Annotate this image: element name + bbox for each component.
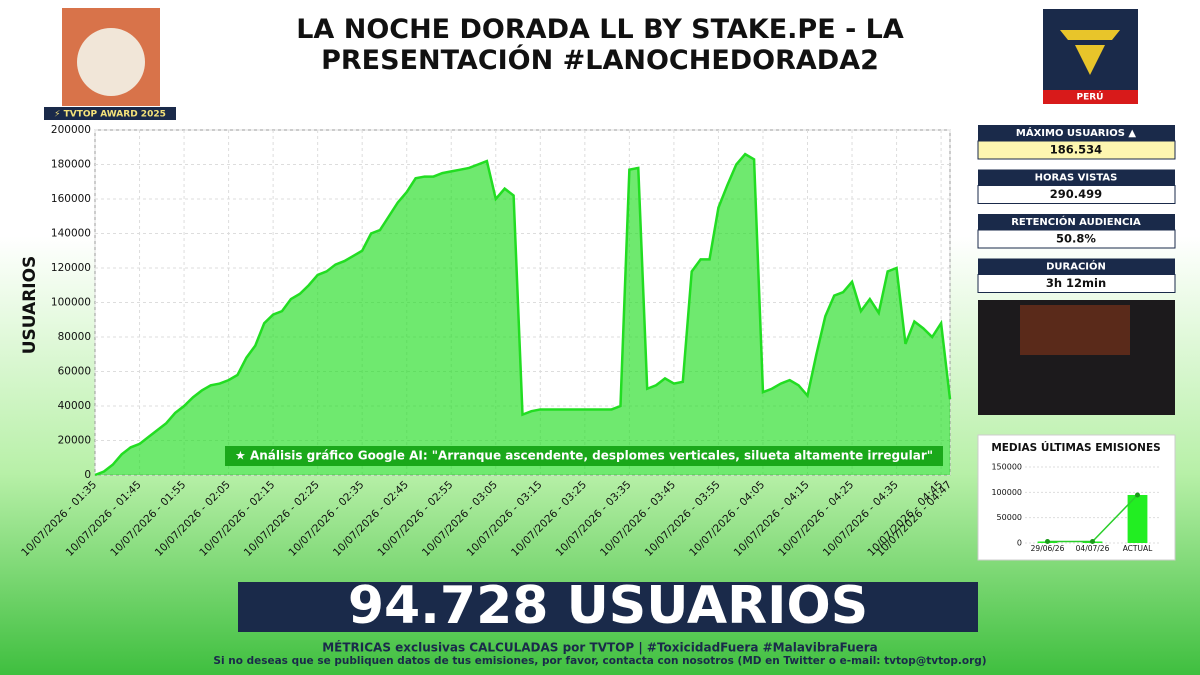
mini-chart-title: MEDIAS ÚLTIMAS EMISIONES (991, 441, 1160, 454)
y-tick-label: 100000 (51, 297, 91, 309)
stat-label-bg (978, 258, 1175, 275)
stat-label: MÁXIMO USUARIOS ▲ (1016, 126, 1137, 139)
stat-value: 186.534 (1050, 143, 1102, 157)
x-tick-label: 10/07/2026 - 04:25 (776, 479, 856, 559)
y-axis-title: USUARIOS (20, 256, 40, 355)
x-tick-label: 04/07/26 (1076, 544, 1110, 553)
y-tick-label: 180000 (51, 159, 91, 171)
annotation: ★ Análisis gráfico Google AI: "Arranque … (235, 449, 933, 463)
y-tick-label: 60000 (58, 366, 91, 378)
y-tick-label: 80000 (58, 331, 91, 343)
y-tick-label: 100000 (991, 488, 1022, 497)
x-tick-label: 10/07/2026 - 01:55 (108, 479, 188, 559)
bar (1127, 495, 1148, 543)
stat-value-bg (977, 140, 1176, 160)
x-tick-label: 10/07/2026 - 02:45 (331, 479, 411, 559)
y-tick-label: 150000 (991, 463, 1022, 472)
stat-label: RETENCIÓN AUDIENCIA (1011, 215, 1141, 228)
stat-value: 290.499 (1050, 187, 1102, 201)
badge: ⚡ TVTOP AWARD 2025 (54, 110, 166, 120)
x-tick-label: 10/07/2026 - 03:35 (554, 479, 634, 559)
stat-value-bg (977, 185, 1176, 204)
avatar-cat (77, 28, 145, 96)
stat-value: 3h 12min (1046, 276, 1106, 290)
x-tick-label: 29/06/26 (1031, 544, 1065, 553)
y-tick-label: 120000 (51, 262, 91, 274)
stat-label-bg (978, 214, 1175, 230)
area-fill (95, 154, 950, 475)
y-tick-label: 0 (1017, 539, 1022, 548)
logo-band (1043, 90, 1138, 104)
trend-point (1135, 492, 1140, 498)
x-tick-label: 10/07/2026 - 03:55 (643, 479, 723, 559)
y-tick-label: 140000 (51, 228, 91, 240)
x-tick-label: 10/07/2026 - 04:05 (687, 479, 767, 559)
x-tick-label: 10/07/2026 - 02:15 (197, 479, 277, 559)
footer-line: MÉTRICAS exclusivas CALCULADAS por TVTOP… (322, 640, 878, 655)
footer-line: Si no deseas que se publiquen datos de t… (213, 655, 986, 667)
area-line (94, 152, 952, 477)
x-tick-label: 10/07/2026 - 03:25 (509, 479, 589, 559)
stat-value: 50.8% (1056, 232, 1096, 246)
trend-point (1045, 538, 1050, 544)
y-tick-label: 160000 (51, 193, 91, 205)
banner-bg (238, 582, 978, 632)
badge-bg (44, 107, 176, 120)
x-tick-label: 10/07/2026 - 02:05 (153, 479, 233, 559)
page-title: LA NOCHE DORADA LL BY STAKE.PE - LA PRES… (296, 14, 904, 76)
stat-value-bg (977, 229, 1176, 249)
x-tick-label: 10/07/2026 - 01:45 (64, 479, 144, 559)
stat-label: HORAS VISTAS (1035, 173, 1118, 184)
logo-mark (1060, 30, 1120, 75)
y-tick-label: 200000 (51, 124, 91, 136)
x-tick-label: 10/07/2026 - 03:05 (420, 479, 500, 559)
y-tick-label: 50000 (997, 513, 1022, 522)
video-stage (1020, 305, 1130, 355)
annotation-bg (225, 446, 943, 466)
stat-label: DURACIÓN (1046, 260, 1106, 273)
y-tick-label: 20000 (58, 435, 91, 447)
x-tick-label: ACTUAL (1123, 544, 1153, 553)
x-tick-label: 10/07/2026 - 03:45 (598, 479, 678, 559)
stat-value-bg (977, 274, 1176, 293)
x-tick-label: 10/07/2026 - 03:15 (464, 479, 544, 559)
logo-text: PERÚ (1077, 91, 1104, 103)
x-tick-label: 10/07/2026 - 01:35 (19, 479, 99, 559)
y-tick-label: 40000 (58, 400, 91, 412)
trend-point (1090, 538, 1095, 544)
x-tick-label: 10/07/2026 - 04:15 (732, 479, 812, 559)
x-tick-label: 10/07/2026 - 02:55 (375, 479, 455, 559)
stat-label-bg (978, 125, 1175, 141)
banner-text: 94.728 USUARIOS (348, 576, 868, 636)
x-tick-label: 10/07/2026 - 02:25 (242, 479, 322, 559)
y-tick-label: 0 (84, 469, 91, 481)
stat-label-bg (978, 169, 1175, 186)
x-tick-label: 10/07/2026 - 02:35 (286, 479, 366, 559)
